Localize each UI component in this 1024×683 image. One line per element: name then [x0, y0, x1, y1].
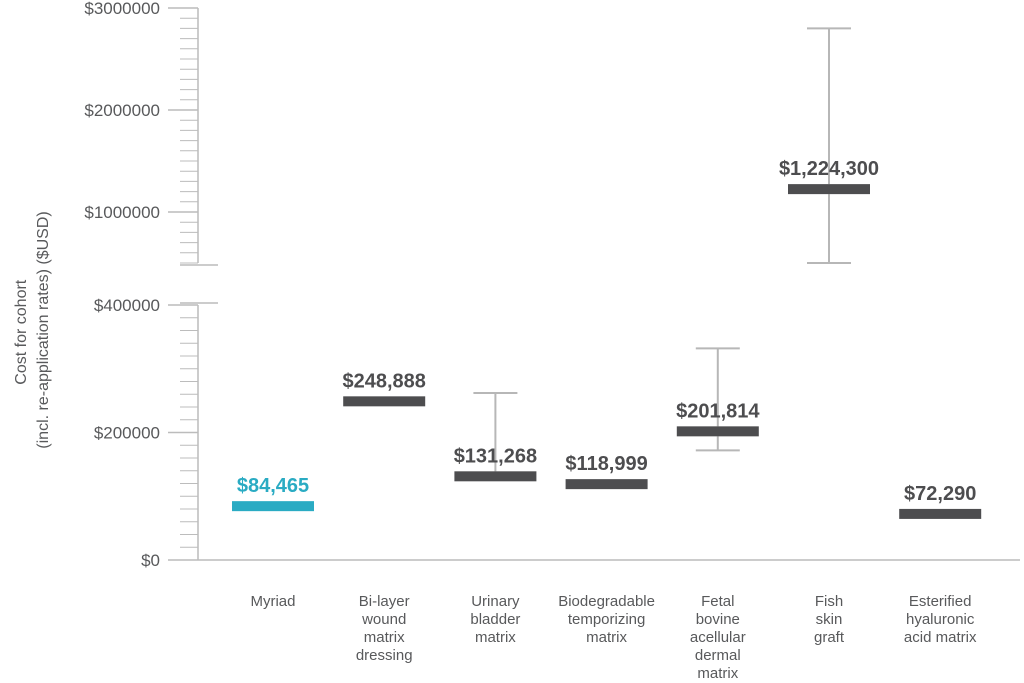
bar: [343, 396, 426, 407]
category-label-line: matrix: [697, 665, 738, 682]
category-label-line: Myriad: [250, 593, 295, 610]
category-label: Esterified hyaluronic acid matrix: [904, 593, 977, 646]
category-label-line: Biodegradable: [558, 593, 655, 610]
data-label: $84,465: [237, 475, 309, 497]
category-label-line: skin: [816, 611, 843, 628]
bar: [565, 479, 648, 490]
category-label: Myriad: [250, 593, 295, 610]
y-tick-label: $200000: [94, 424, 160, 443]
y-tick-label: $0: [141, 551, 160, 570]
bars: [232, 184, 982, 519]
category-label-line: Urinary: [471, 593, 520, 610]
data-label: $1,224,300: [779, 158, 879, 180]
data-label: $248,888: [342, 370, 425, 392]
bar: [676, 426, 759, 437]
bar: [454, 471, 537, 482]
y-tick-labels: $0 $200000 $400000 $1000000 $2000000 $3000000: [84, 0, 160, 570]
category-label: Fetal bovine acellular dermal matrix: [690, 593, 746, 682]
y-axis-label-line-1: Cost for cohort: [13, 279, 30, 384]
category-label: Fish skin graft: [814, 593, 845, 646]
category-label-line: graft: [814, 629, 845, 646]
category-label-line: bovine: [696, 611, 740, 628]
data-label: $72,290: [904, 483, 976, 505]
bar: [232, 501, 314, 512]
category-label-line: Fetal: [701, 593, 734, 610]
category-label: Biodegradable temporizing matrix: [558, 593, 655, 646]
category-label-line: matrix: [586, 629, 627, 646]
category-label-line: hyaluronic: [906, 611, 975, 628]
category-label: Bi-layer wound matrix dressing: [356, 593, 413, 664]
category-label-line: Fish: [815, 593, 843, 610]
category-label-line: bladder: [470, 611, 520, 628]
y-tick-label: $1000000: [84, 203, 160, 222]
category-label-line: matrix: [364, 629, 405, 646]
category-label-line: acid matrix: [904, 629, 977, 646]
data-label: $131,268: [454, 445, 537, 467]
bar: [788, 184, 870, 195]
category-label-line: temporizing: [568, 611, 646, 628]
category-label-line: matrix: [475, 629, 516, 646]
category-label-line: dressing: [356, 647, 413, 664]
data-label: $118,999: [565, 453, 647, 475]
data-label: $201,814: [676, 400, 760, 422]
y-axis: [168, 7, 1020, 561]
category-label-line: wound: [361, 611, 406, 628]
category-labels: Myriad Bi-layer wound matrix dressingUrinary…: [250, 593, 976, 682]
y-tick-label: $3000000: [84, 0, 160, 18]
category-label-line: acellular: [690, 629, 746, 646]
y-tick-label: $2000000: [84, 101, 160, 120]
bar: [899, 508, 982, 519]
y-tick-label: $400000: [94, 296, 160, 315]
category-label-line: Bi-layer: [359, 593, 410, 610]
category-label-line: dermal: [695, 647, 741, 664]
y-axis-label: Cost for cohort (incl. re-application ra…: [13, 211, 52, 448]
data-labels: $84,465 $248,888 $131,268 $118,999 $201,814 $…: [237, 158, 976, 505]
error-bars: [473, 27, 851, 472]
y-axis-label-line-2: (incl. re-application rates) ($USD): [35, 211, 52, 448]
category-label: Urinary bladder matrix: [470, 593, 520, 646]
category-label-line: Esterified: [909, 593, 972, 610]
